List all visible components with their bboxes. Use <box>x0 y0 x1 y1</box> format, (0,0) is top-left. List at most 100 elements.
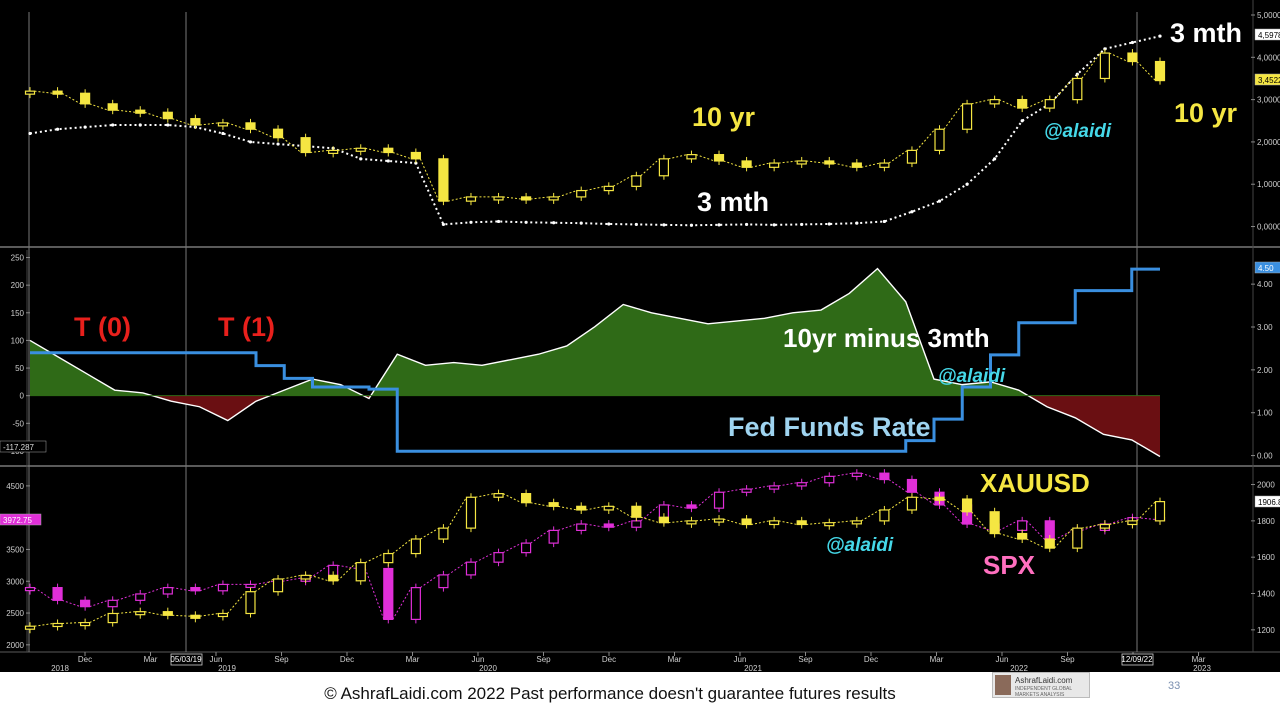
candle-spx-connector <box>833 472 853 477</box>
point-3mth <box>524 220 528 224</box>
candle-xauusd-candle <box>603 505 614 511</box>
candle-spx-candle <box>906 478 918 493</box>
candle-spx-connector <box>585 523 605 528</box>
candle-10yr-candle <box>603 185 614 192</box>
candle-spx-candle <box>1017 520 1028 531</box>
candle-xauusd-connector <box>199 612 219 617</box>
candle-xauusd-connector <box>282 574 302 580</box>
candle-xauusd-connector <box>34 622 54 627</box>
y-tick-label: 2000 <box>1257 481 1275 490</box>
last-value-spx: 3972.75 <box>3 516 32 525</box>
candle-10yr-candle <box>162 111 173 120</box>
x-month-label: Mar <box>1192 655 1206 664</box>
x-month-label: Dec <box>340 655 354 664</box>
candle-10yr-candle <box>576 189 587 198</box>
fed-funds-step-line <box>30 267 1160 453</box>
slide-number: 33 <box>1168 680 1181 692</box>
candle-spx-connector <box>172 587 191 592</box>
label-spx: SPX <box>983 550 1036 580</box>
candle-10yr-connector <box>861 162 881 168</box>
candle-10yr-connector <box>1026 99 1046 109</box>
candle-10yr-candle <box>410 151 421 160</box>
point-3mth <box>800 222 804 227</box>
x-month-label: Jun <box>996 655 1009 664</box>
candle-spx-connector <box>668 504 688 509</box>
point-3mth <box>414 161 418 165</box>
candle-xauusd-candle <box>272 578 284 593</box>
candle-xauusd-connector <box>861 509 881 522</box>
candle-spx-candle <box>548 529 559 544</box>
candle-10yr-candle <box>107 103 118 111</box>
candle-10yr-connector <box>199 122 219 126</box>
candle-spx-candle <box>107 599 118 608</box>
candle-xauusd-candle <box>493 493 504 498</box>
y-tick-label: 1200 <box>1257 626 1275 635</box>
candle-10yr-candle <box>934 128 945 151</box>
candle-xauusd-candle <box>824 522 835 527</box>
boxed-date-label: 12/09/22 <box>1121 655 1153 664</box>
candle-xauusd-candle <box>796 520 807 526</box>
candle-spx-candle <box>713 491 725 509</box>
x-month-label: Jun <box>472 655 485 664</box>
y-axis-yields: 5,0000 4,0000 3,0000 2,0000 1,0000 0,0000 <box>1251 11 1280 232</box>
point-3mth <box>248 140 253 144</box>
x-month-label: Mar <box>930 655 944 664</box>
candle-10yr-candle <box>658 158 670 177</box>
point-3mth <box>772 223 776 227</box>
point-3mth <box>634 222 638 227</box>
y-tick-label: 1.00 <box>1257 409 1273 418</box>
candle-spx-connector <box>1081 523 1101 531</box>
candle-10yr-connector <box>144 111 164 120</box>
handle-alaidi-3: @alaidi <box>826 535 894 556</box>
candle-10yr-connector <box>89 103 109 111</box>
candle-spx-candle <box>603 523 614 528</box>
candle-xauusd-connector <box>62 622 81 624</box>
candle-10yr-candle <box>824 160 835 165</box>
candle-xauusd-candle <box>934 496 945 501</box>
candle-xauusd-connector <box>998 533 1018 540</box>
boxed-date-frame <box>170 653 203 666</box>
label-3mth: 3 mth <box>697 187 769 217</box>
last-value-10yr-box <box>1254 73 1280 86</box>
candle-xauusd-candle <box>383 552 394 564</box>
point-3mth <box>469 220 473 224</box>
candle-xauusd-candle <box>769 520 780 526</box>
point-3mth <box>717 223 721 227</box>
point-3mth <box>993 157 997 161</box>
y-tick-label: 1800 <box>1257 517 1275 526</box>
candle-xauusd-connector <box>227 591 247 614</box>
candle-xauusd-connector <box>117 611 136 614</box>
candle-10yr-candle <box>1017 99 1028 109</box>
candle-xauusd-candle <box>465 496 477 529</box>
point-3mth <box>138 123 142 127</box>
candle-spx-connector <box>998 520 1018 531</box>
point-3mth <box>1020 119 1024 123</box>
x-year-label: 2019 <box>218 664 236 673</box>
candle-spx-connector <box>199 583 219 592</box>
candle-xauusd-connector <box>502 493 522 504</box>
candle-xauusd-candle <box>355 562 366 582</box>
x-month-label: Sep <box>1060 655 1075 664</box>
y-tick-label: 50 <box>15 364 24 373</box>
candle-xauusd-connector <box>558 505 577 511</box>
y-tick-label: 4500 <box>6 482 24 491</box>
point-3mth <box>827 222 831 226</box>
candle-xauusd-candle <box>906 496 918 511</box>
candle-xauusd-candle <box>548 502 559 507</box>
candle-spx-connector <box>89 599 109 608</box>
candle-10yr-candle <box>328 149 339 154</box>
candle-xauusd-connector <box>640 516 660 524</box>
label-fed-funds: Fed Funds Rate <box>728 412 931 442</box>
candle-spx-candle <box>245 583 256 589</box>
x-month-label: Dec <box>602 655 616 664</box>
candle-xauusd-candle <box>410 538 421 555</box>
candle-xauusd-connector <box>530 502 550 507</box>
point-3mth <box>579 221 583 225</box>
candle-10yr-candle <box>548 196 559 201</box>
candle-10yr-connector <box>640 158 660 177</box>
point-3mth <box>221 131 225 136</box>
point-3mth <box>441 222 446 227</box>
x-year-label: 2022 <box>1010 664 1028 673</box>
logo-tagline: INDEPENDENT GLOBAL MARKETS ANALYSIS <box>1015 686 1072 698</box>
